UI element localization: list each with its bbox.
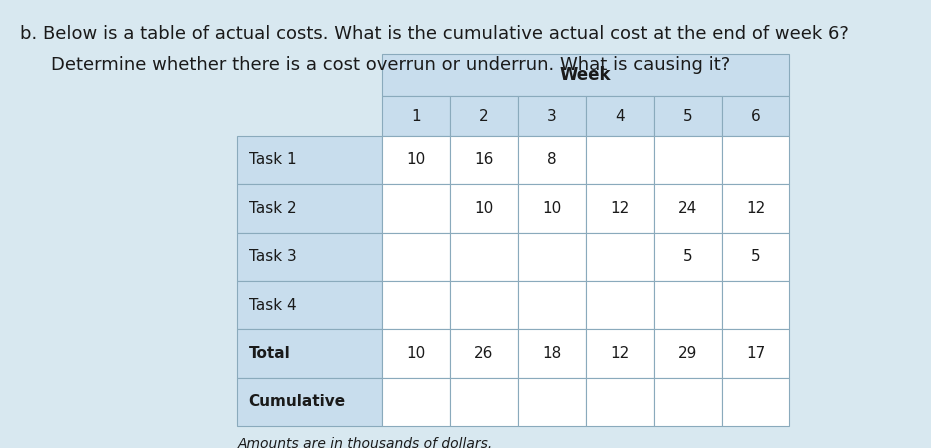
Text: 10: 10 [474,201,493,216]
Text: 2: 2 [479,108,489,124]
Text: b. Below is a table of actual costs. What is the cumulative actual cost at the e: b. Below is a table of actual costs. Wha… [20,25,849,43]
Bar [654,184,722,233]
Text: Task 1: Task 1 [249,152,296,168]
Text: 18: 18 [542,346,561,361]
Text: 10: 10 [542,201,561,216]
Text: 12: 12 [610,201,629,216]
Text: Amounts are in thousands of dollars.: Amounts are in thousands of dollars. [237,437,492,448]
Bar [382,378,450,426]
Bar [382,136,450,184]
Text: Total: Total [249,346,290,361]
Text: 12: 12 [746,201,765,216]
Text: 17: 17 [746,346,765,361]
Bar [450,329,518,378]
Text: 10: 10 [406,152,425,168]
Text: 24: 24 [678,201,697,216]
Bar [237,281,382,329]
Text: 10: 10 [406,346,425,361]
Bar [586,233,654,281]
Bar [518,281,586,329]
Text: 4: 4 [614,108,625,124]
Bar [722,378,789,426]
Text: Task 3: Task 3 [249,249,296,264]
Bar [654,281,722,329]
Bar [586,136,654,184]
Bar [722,233,789,281]
Bar [518,378,586,426]
Bar [722,136,789,184]
Text: 29: 29 [678,346,697,361]
Bar [382,281,450,329]
Text: 26: 26 [474,346,493,361]
Bar [518,136,586,184]
Text: Task 2: Task 2 [249,201,296,216]
Bar [722,329,789,378]
Bar [382,329,450,378]
Bar [586,329,654,378]
Bar [518,96,586,136]
Bar [654,329,722,378]
Bar [518,184,586,233]
Text: 6: 6 [750,108,761,124]
Bar [654,233,722,281]
Bar [518,233,586,281]
Bar [450,281,518,329]
Bar [722,96,789,136]
Bar [382,96,450,136]
Text: 1: 1 [411,108,421,124]
Bar [586,378,654,426]
Text: Cumulative: Cumulative [249,394,345,409]
Text: Task 4: Task 4 [249,297,296,313]
Bar [237,329,382,378]
Bar [382,184,450,233]
Bar [237,378,382,426]
Bar [586,281,654,329]
Bar [450,184,518,233]
Bar [382,54,789,96]
Text: 8: 8 [546,152,557,168]
Bar [382,233,450,281]
Bar [722,184,789,233]
Text: 16: 16 [474,152,493,168]
Bar [586,96,654,136]
Bar [654,96,722,136]
Bar [237,184,382,233]
Bar [586,184,654,233]
Text: 5: 5 [682,249,693,264]
Bar [722,281,789,329]
Text: 12: 12 [610,346,629,361]
Bar [654,136,722,184]
Bar [450,136,518,184]
Bar [450,378,518,426]
Text: Week: Week [560,66,612,84]
Bar [237,233,382,281]
Bar [450,233,518,281]
Text: 5: 5 [682,108,693,124]
Text: 5: 5 [750,249,761,264]
Bar [237,136,382,184]
Text: 3: 3 [546,108,557,124]
Bar [450,96,518,136]
Text: Determine whether there is a cost overrun or underrun. What is causing it?: Determine whether there is a cost overru… [51,56,731,74]
Bar [654,378,722,426]
Bar [518,329,586,378]
